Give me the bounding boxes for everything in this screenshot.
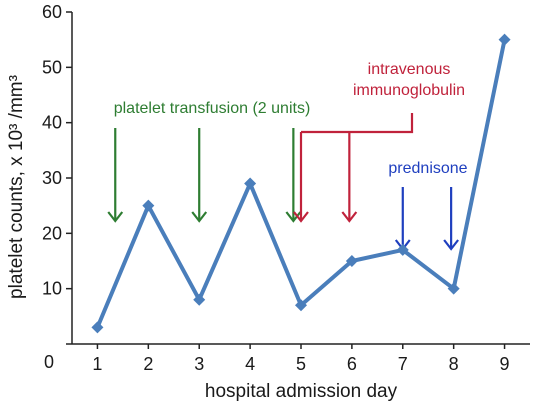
data-point	[498, 33, 511, 46]
y-tick-label: 0	[44, 352, 54, 372]
x-tick-label: 5	[296, 354, 306, 374]
data-point	[244, 177, 257, 190]
x-tick-label: 6	[347, 354, 357, 374]
ivig-label-line1: intravenous	[368, 61, 451, 78]
ivig-label-line2: immunoglobulin	[353, 82, 465, 99]
data-point	[295, 299, 307, 312]
x-axis-title: hospital admission day	[205, 381, 398, 402]
y-tick-label: 60	[42, 2, 62, 22]
x-tick-label: 7	[398, 354, 408, 374]
ivig-arrow-head	[341, 211, 358, 223]
annotations-layer: platelet transfusion (2 units) intravenou…	[107, 61, 468, 251]
x-tick-label: 1	[92, 354, 102, 374]
y-axis-title: platelet counts, x 10³ /mm³	[6, 75, 27, 299]
data-point	[396, 243, 409, 256]
y-tick-label: 30	[42, 168, 62, 188]
data-point	[91, 321, 104, 334]
series-layer	[91, 33, 511, 334]
x-tick-label: 4	[245, 354, 255, 374]
transfusion-arrow-head	[191, 211, 208, 223]
prednisone-label: prednisone	[388, 160, 467, 177]
data-point	[345, 255, 358, 267]
prednisone-arrow-head	[443, 239, 459, 251]
data-point	[193, 293, 206, 306]
x-tick-label: 8	[449, 354, 459, 374]
y-tick-label: 10	[42, 279, 62, 299]
ivig-bracket	[301, 113, 414, 134]
x-tick-label: 2	[143, 354, 153, 374]
y-tick-label: 50	[42, 57, 62, 77]
x-tick-label: 3	[194, 354, 204, 374]
transfusion-label: platelet transfusion (2 units)	[114, 100, 311, 117]
axes-layer: 0 10 20 30 40 50 60 1 2 3 4 5 6 7 8 9	[42, 2, 530, 374]
y-tick-label: 40	[42, 113, 62, 133]
transfusion-arrow-head	[285, 211, 302, 223]
transfusion-arrow-head	[107, 211, 124, 223]
x-tick-label: 9	[500, 354, 510, 374]
data-point	[142, 199, 155, 212]
ivig-arrow-head	[293, 211, 309, 223]
y-tick-label: 20	[42, 223, 62, 243]
data-point	[447, 282, 460, 295]
